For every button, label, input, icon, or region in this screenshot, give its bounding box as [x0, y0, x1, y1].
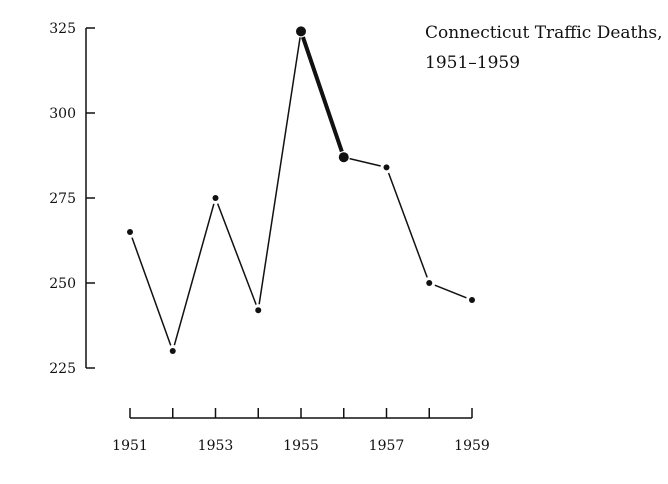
series-segment	[173, 203, 215, 346]
data-point	[255, 307, 262, 314]
data-point	[426, 280, 433, 286]
chart-title: Connecticut Traffic Deaths,	[425, 23, 662, 43]
series-segment	[131, 237, 172, 346]
series-segment	[258, 37, 301, 305]
y-tick-label: 275	[49, 191, 76, 207]
x-tick-label: 1953	[198, 438, 234, 454]
data-point	[296, 26, 306, 37]
data-point	[469, 297, 475, 303]
series-segment	[216, 203, 257, 305]
series-segment	[301, 36, 344, 153]
y-tick-label: 225	[49, 361, 76, 377]
data-point	[169, 348, 176, 354]
series-segment	[434, 284, 467, 299]
x-tick-label: 1959	[454, 438, 490, 454]
y-tick-label: 250	[49, 276, 76, 292]
line-layer	[131, 36, 467, 346]
series-segment	[349, 157, 381, 167]
x-tick-label: 1955	[283, 438, 319, 454]
series-segment	[387, 172, 428, 278]
y-tick-label: 300	[49, 106, 76, 122]
point-layer	[127, 26, 475, 354]
data-point	[127, 229, 133, 235]
y-tick-label: 325	[49, 21, 76, 37]
data-point	[383, 164, 390, 171]
chart-subtitle: 1951–1959	[425, 53, 520, 73]
data-point	[338, 152, 349, 163]
x-tick-label: 1957	[369, 438, 405, 454]
axis-layer: 225 250 275 300 325 1951 1953 1955 1957 1959	[49, 21, 490, 454]
x-tick-label: 1951	[112, 438, 148, 454]
data-point	[212, 195, 219, 201]
